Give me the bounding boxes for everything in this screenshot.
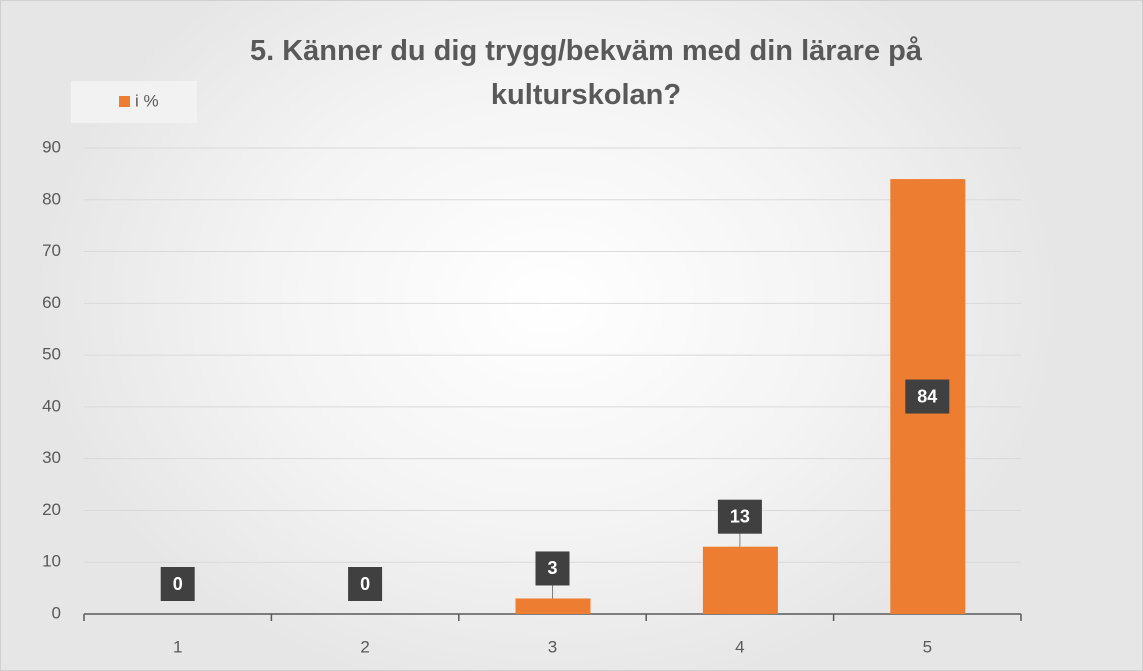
data-label-text: 0: [360, 574, 370, 594]
y-tick-label: 0: [52, 603, 61, 622]
x-tick-label: 4: [735, 637, 744, 656]
y-tick-label: 70: [42, 241, 61, 260]
x-tick-label: 5: [923, 637, 932, 656]
data-label-box: [160, 567, 195, 601]
y-tick-label: 50: [42, 345, 61, 364]
data-label-text: 3: [547, 558, 557, 578]
data-label-text: 0: [173, 574, 183, 594]
data-label-text: 84: [917, 386, 937, 406]
x-tick-label: 1: [173, 637, 182, 656]
y-tick-label: 80: [42, 189, 61, 208]
y-tick-label: 40: [42, 396, 61, 415]
x-tick-label: 3: [548, 637, 557, 656]
legend-label: i %: [135, 91, 159, 110]
data-label: 84: [905, 379, 950, 414]
y-tick-label: 20: [42, 500, 61, 519]
bar: [515, 598, 591, 614]
data-label: 0: [160, 567, 195, 601]
data-label-text: 13: [730, 506, 750, 526]
data-label-box: [348, 567, 383, 601]
x-tick-label: 2: [360, 637, 369, 656]
y-tick-label: 10: [42, 552, 61, 571]
data-label: 0: [348, 567, 383, 601]
y-tick-label: 30: [42, 448, 61, 467]
chart-title: 5. Känner du dig trygg/bekväm med din lä…: [249, 35, 922, 111]
data-label-box: [717, 499, 762, 534]
legend-box: [71, 81, 197, 123]
data-label-box: [535, 551, 570, 586]
data-label: 3: [535, 551, 570, 586]
bar: [702, 546, 778, 614]
legend-swatch: [119, 96, 130, 107]
y-tick-label: 60: [42, 293, 61, 312]
data-label-box: [905, 379, 950, 414]
data-label: 13: [717, 499, 762, 534]
y-tick-label: 90: [42, 137, 61, 156]
